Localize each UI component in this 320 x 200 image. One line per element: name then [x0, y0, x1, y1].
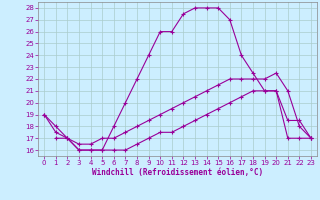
X-axis label: Windchill (Refroidissement éolien,°C): Windchill (Refroidissement éolien,°C) — [92, 168, 263, 177]
